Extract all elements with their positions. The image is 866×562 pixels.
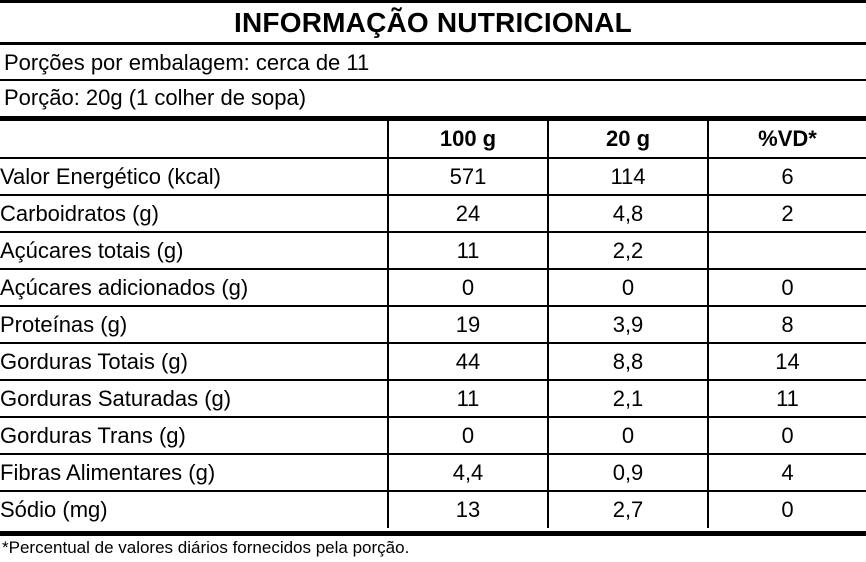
header-daily-value: %VD* (707, 121, 866, 159)
serving-size: Porção: 20g (1 colher de sopa) (4, 85, 307, 110)
nutrient-name: Carboidratos (g) (0, 195, 388, 233)
value-daily-percent: 6 (707, 158, 866, 196)
value-daily-percent: 8 (707, 306, 866, 344)
nutrient-name: Gorduras Trans (g) (0, 417, 388, 455)
table-row: Gorduras Totais (g) 44 8,8 14 (0, 343, 866, 381)
nutrient-name: Fibras Alimentares (g) (0, 454, 388, 492)
table-row: Açúcares adicionados (g) 0 0 0 (0, 269, 866, 307)
value-daily-percent: 11 (707, 380, 866, 418)
value-per-portion: 2,2 (547, 232, 708, 270)
value-per-portion: 0 (547, 417, 708, 455)
value-per-portion: 114 (547, 158, 708, 196)
value-per-100g: 11 (387, 380, 548, 418)
value-daily-percent (707, 232, 866, 270)
nutrient-name: Proteínas (g) (0, 306, 388, 344)
value-per-100g: 19 (387, 306, 548, 344)
footnote: *Percentual de valores diários fornecido… (2, 538, 410, 557)
table-row: Açúcares totais (g) 11 2,2 (0, 232, 866, 270)
table-row: Valor Energético (kcal) 571 114 6 (0, 158, 866, 196)
nutrition-table: 100 g 20 g %VD* Valor Energético (kcal) 5… (0, 121, 866, 528)
table-row: Gorduras Trans (g) 0 0 0 (0, 417, 866, 455)
table-row: Fibras Alimentares (g) 4,4 0,9 4 (0, 454, 866, 492)
value-per-portion: 0 (547, 269, 708, 307)
nutrient-name: Valor Energético (kcal) (0, 158, 388, 196)
table-header-row: 100 g 20 g %VD* (0, 121, 866, 159)
header-per-portion: 20 g (547, 121, 708, 159)
nutrient-name: Açúcares totais (g) (0, 232, 388, 270)
value-per-100g: 13 (387, 491, 548, 528)
table-body: Valor Energético (kcal) 571 114 6 Carboidrat… (0, 158, 866, 528)
value-per-100g: 11 (387, 232, 548, 270)
value-per-portion: 0,9 (547, 454, 708, 492)
table-top-rule (0, 116, 866, 121)
nutrient-name: Sódio (mg) (0, 497, 108, 522)
nutrient-name: Açúcares adicionados (g) (0, 269, 388, 307)
info-divider (0, 79, 866, 81)
value-per-portion: 4,8 (547, 195, 708, 233)
value-daily-percent: 0 (707, 269, 866, 307)
value-daily-percent: 14 (707, 343, 866, 381)
table-row: Carboidratos (g) 24 4,8 2 (0, 195, 866, 233)
table-row: Sódio (mg) 13 2,7 0 (0, 491, 866, 528)
nutrient-name: Gorduras Saturadas (g) (0, 380, 388, 418)
value-per-100g: 0 (387, 269, 548, 307)
value-per-portion: 2,7 (547, 491, 708, 528)
value-per-portion: 3,9 (547, 306, 708, 344)
servings-per-package: Porções por embalagem: cerca de 11 (4, 50, 370, 75)
value-daily-percent: 2 (707, 195, 866, 233)
header-nutrient (0, 121, 388, 159)
value-daily-percent: 0 (707, 417, 866, 455)
table-row: Proteínas (g) 19 3,9 8 (0, 306, 866, 344)
value-per-100g: 0 (387, 417, 548, 455)
table-bottom-rule (0, 531, 866, 536)
label-title: INFORMAÇÃO NUTRICIONAL (0, 0, 866, 45)
table-row: Gorduras Saturadas (g) 11 2,1 11 (0, 380, 866, 418)
value-daily-percent: 4 (707, 454, 866, 492)
value-per-100g: 24 (387, 195, 548, 233)
value-per-100g: 571 (387, 158, 548, 196)
value-per-100g: 44 (387, 343, 548, 381)
value-per-100g: 4,4 (387, 454, 548, 492)
value-per-portion: 2,1 (547, 380, 708, 418)
value-daily-percent: 0 (707, 491, 866, 528)
value-per-portion: 8,8 (547, 343, 708, 381)
nutrient-name: Gorduras Totais (g) (0, 343, 388, 381)
header-per-100g: 100 g (387, 121, 548, 159)
